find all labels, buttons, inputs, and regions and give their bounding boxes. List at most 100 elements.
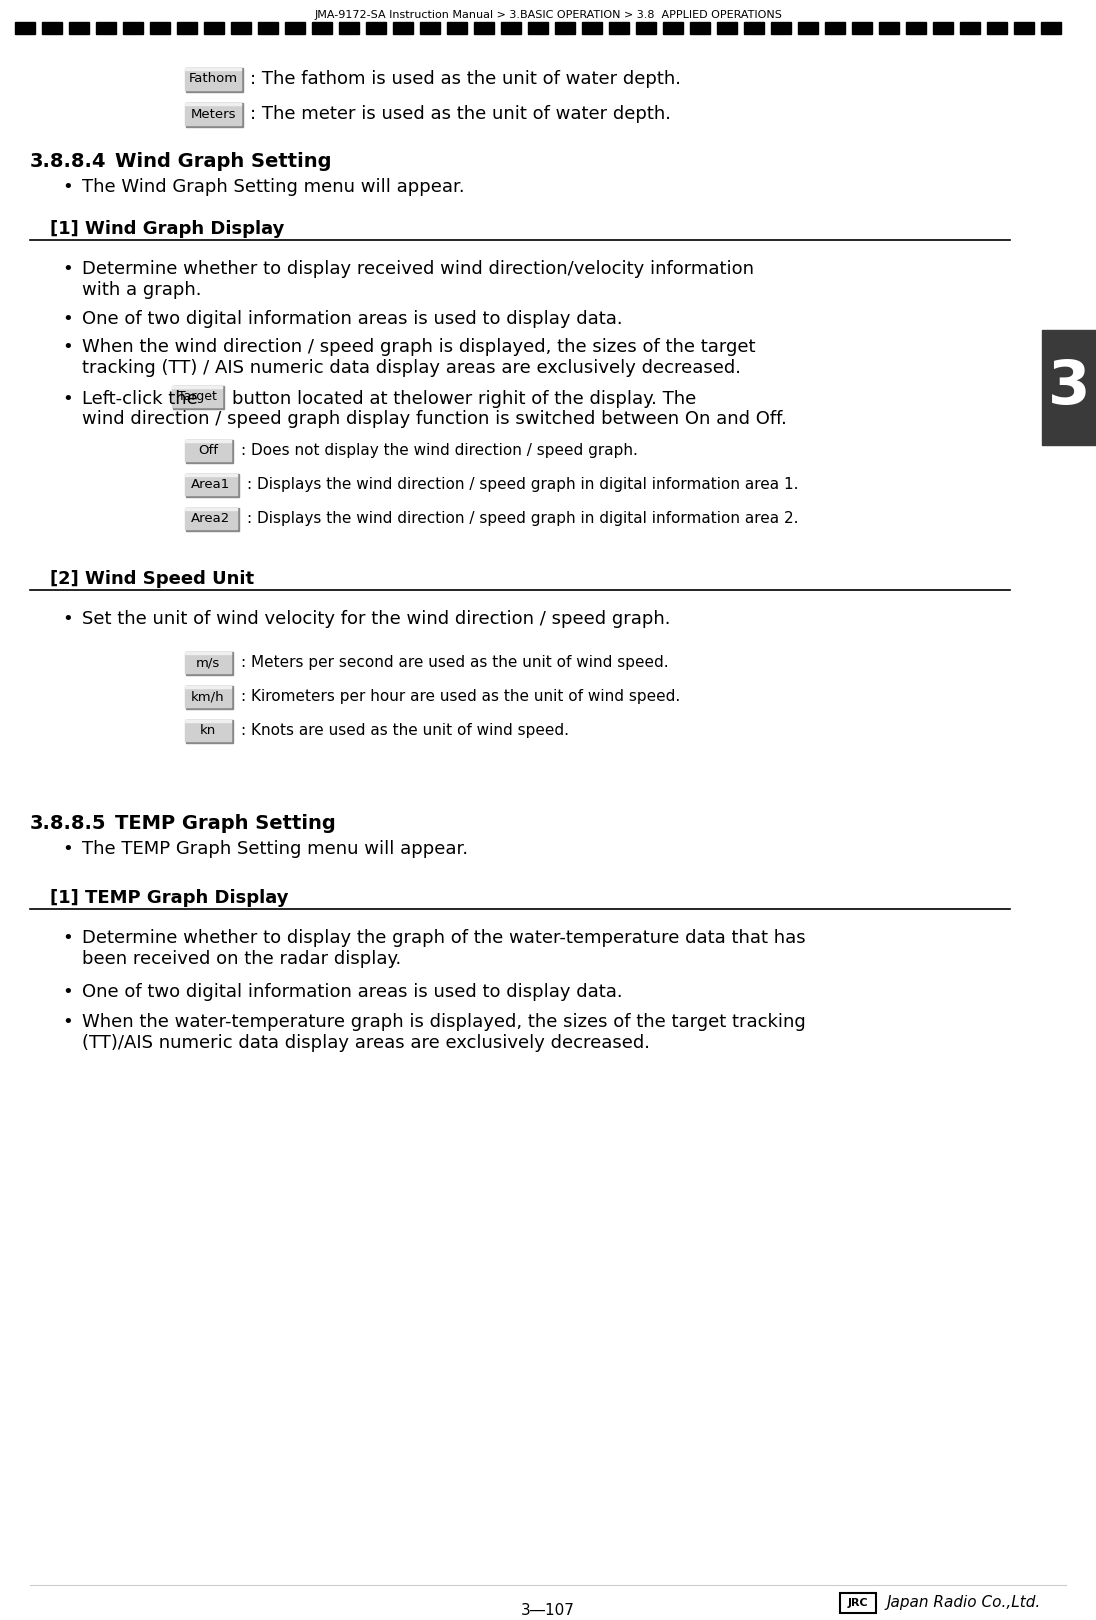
Text: •: •	[62, 983, 73, 1001]
Text: Fathom: Fathom	[189, 73, 238, 86]
Text: Set the unit of wind velocity for the wind direction / speed graph.: Set the unit of wind velocity for the wi…	[82, 611, 671, 629]
Bar	[798, 23, 818, 34]
Text: [1] Wind Graph Display: [1] Wind Graph Display	[50, 220, 284, 238]
Bar	[840, 1592, 876, 1614]
Bar	[501, 23, 521, 34]
Text: : Meters per second are used as the unit of wind speed.: : Meters per second are used as the unit…	[241, 654, 669, 669]
Bar	[185, 509, 237, 510]
Text: Area1: Area1	[192, 478, 230, 491]
Text: : Displays the wind direction / speed graph in digital information area 2.: : Displays the wind direction / speed gr…	[247, 510, 799, 525]
Text: When the water-temperature graph is displayed, the sizes of the target tracking
: When the water-temperature graph is disp…	[82, 1012, 806, 1051]
Bar	[176, 23, 197, 34]
Text: •: •	[62, 611, 73, 629]
Bar	[447, 23, 467, 34]
Text: Left-click the: Left-click the	[82, 390, 197, 408]
Bar	[186, 509, 239, 531]
Bar	[770, 23, 791, 34]
Text: wind direction / speed graph display function is switched between On and Off.: wind direction / speed graph display fun…	[82, 410, 787, 428]
Bar	[96, 23, 116, 34]
Bar	[185, 685, 231, 688]
Bar	[150, 23, 170, 34]
Text: TEMP Graph Setting: TEMP Graph Setting	[115, 813, 335, 833]
Bar	[420, 23, 439, 34]
Bar	[1042, 330, 1096, 446]
Text: 3: 3	[1048, 358, 1091, 416]
Bar	[42, 23, 62, 34]
Text: •: •	[62, 1012, 73, 1030]
Text: When the wind direction / speed graph is displayed, the sizes of the target
trac: When the wind direction / speed graph is…	[82, 339, 755, 377]
Bar	[185, 651, 231, 672]
Text: JRC: JRC	[847, 1597, 868, 1609]
Text: The TEMP Graph Setting menu will appear.: The TEMP Graph Setting menu will appear.	[82, 841, 468, 859]
Text: : Kirometers per hour are used as the unit of wind speed.: : Kirometers per hour are used as the un…	[241, 688, 681, 703]
Bar	[186, 651, 233, 676]
Bar	[258, 23, 278, 34]
Text: [1] TEMP Graph Display: [1] TEMP Graph Display	[50, 889, 288, 907]
Bar	[185, 104, 241, 125]
Bar	[186, 68, 243, 92]
Text: : Knots are used as the unit of wind speed.: : Knots are used as the unit of wind spe…	[241, 723, 569, 737]
Text: km/h: km/h	[191, 690, 225, 703]
Bar	[185, 68, 241, 70]
Bar	[366, 23, 386, 34]
Bar	[185, 68, 241, 91]
Text: •: •	[62, 339, 73, 356]
Text: Japan Radio Co.,Ltd.: Japan Radio Co.,Ltd.	[886, 1596, 1040, 1610]
Text: •: •	[62, 259, 73, 279]
Text: kn: kn	[199, 724, 216, 737]
Bar	[609, 23, 629, 34]
Bar	[744, 23, 764, 34]
Text: Meters: Meters	[191, 107, 236, 120]
Bar	[123, 23, 142, 34]
Bar	[185, 441, 231, 442]
Bar	[186, 441, 233, 463]
Bar	[172, 386, 222, 407]
Bar	[555, 23, 575, 34]
Bar	[852, 23, 872, 34]
Text: [2] Wind Speed Unit: [2] Wind Speed Unit	[50, 570, 254, 588]
Bar	[185, 475, 237, 476]
Text: Wind Graph Setting: Wind Graph Setting	[115, 152, 331, 172]
Bar	[69, 23, 89, 34]
Bar	[186, 685, 233, 710]
Bar	[172, 386, 222, 389]
Text: m/s: m/s	[196, 656, 220, 669]
Bar	[204, 23, 224, 34]
Bar	[528, 23, 548, 34]
Bar	[185, 441, 231, 462]
Text: : The meter is used as the unit of water depth.: : The meter is used as the unit of water…	[250, 105, 671, 123]
Bar	[473, 23, 494, 34]
Bar	[185, 719, 231, 723]
Text: : The fathom is used as the unit of water depth.: : The fathom is used as the unit of wate…	[250, 70, 681, 87]
Text: Determine whether to display the graph of the water-temperature data that has
be: Determine whether to display the graph o…	[82, 928, 806, 967]
Text: 3―107: 3―107	[521, 1604, 575, 1618]
Bar	[339, 23, 359, 34]
Bar	[663, 23, 683, 34]
Text: : Displays the wind direction / speed graph in digital information area 1.: : Displays the wind direction / speed gr…	[247, 476, 799, 491]
Bar	[185, 685, 231, 706]
Text: •: •	[62, 390, 73, 408]
Bar	[690, 23, 710, 34]
Bar	[906, 23, 926, 34]
Bar	[717, 23, 737, 34]
Text: The Wind Graph Setting menu will appear.: The Wind Graph Setting menu will appear.	[82, 178, 465, 196]
Bar	[879, 23, 899, 34]
Text: •: •	[62, 178, 73, 196]
Bar	[186, 104, 243, 126]
Bar	[185, 719, 231, 740]
Bar	[186, 475, 239, 497]
Text: •: •	[62, 309, 73, 327]
Bar	[231, 23, 251, 34]
Bar	[185, 509, 237, 530]
Bar	[636, 23, 657, 34]
Bar	[825, 23, 845, 34]
Bar	[960, 23, 980, 34]
Bar	[312, 23, 332, 34]
Bar	[173, 386, 224, 408]
Text: One of two digital information areas is used to display data.: One of two digital information areas is …	[82, 309, 623, 327]
Bar	[185, 475, 237, 496]
Bar	[582, 23, 602, 34]
Text: button located at thelower righit of the display. The: button located at thelower righit of the…	[232, 390, 696, 408]
Text: 3.8.8.4: 3.8.8.4	[30, 152, 106, 172]
Bar	[1014, 23, 1034, 34]
